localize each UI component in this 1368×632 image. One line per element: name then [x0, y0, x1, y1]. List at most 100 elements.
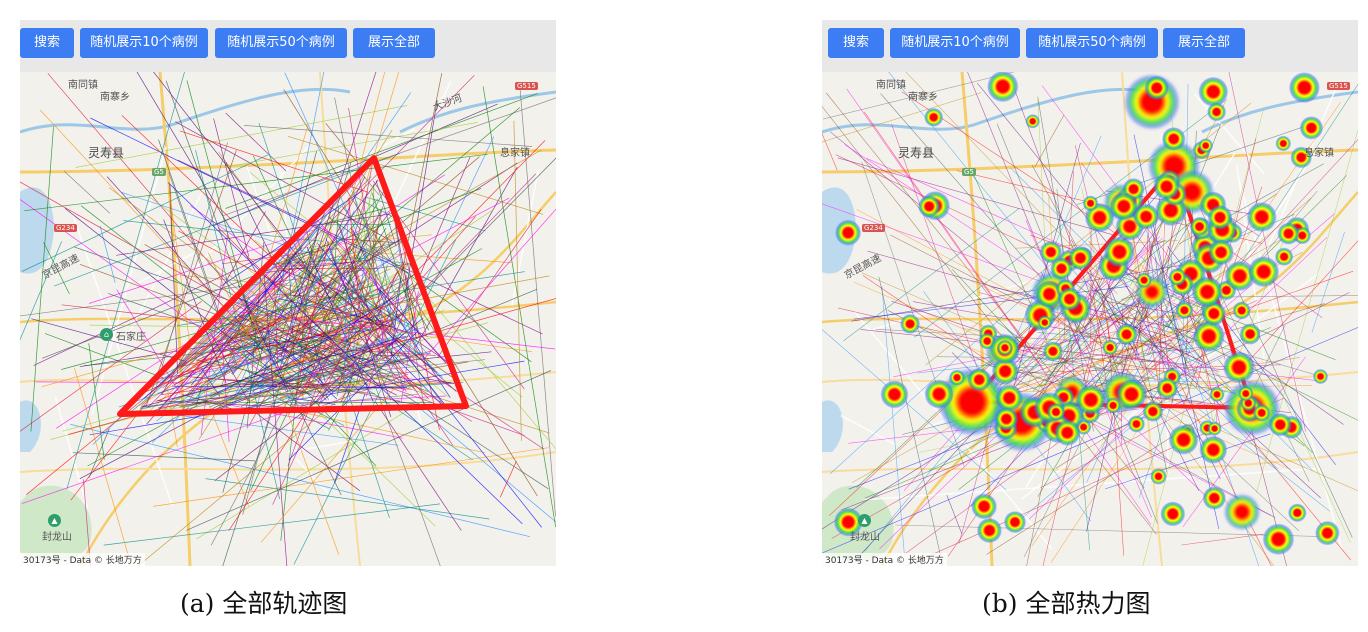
- trajectory-line: [321, 373, 409, 407]
- heat-blob: [994, 407, 1019, 431]
- trajectory-line: [273, 272, 279, 368]
- heat-blob: [1262, 523, 1295, 556]
- heat-blob: [1315, 520, 1340, 546]
- trajectory-line: [201, 386, 249, 507]
- trajectory-line: [334, 97, 361, 225]
- trajectory-line: [290, 328, 353, 344]
- heat-blob: [1043, 341, 1063, 362]
- trajectory-line: [257, 381, 345, 426]
- trajectory-line: [1172, 148, 1353, 538]
- trajectory-line: [103, 503, 441, 546]
- heat-blob: [1275, 135, 1292, 152]
- trajectory-line: [362, 215, 394, 328]
- trajectory-line: [519, 89, 556, 517]
- heat-blob: [1232, 301, 1251, 320]
- trajectory-line: [1011, 81, 1121, 377]
- heat-blob: [1299, 116, 1324, 140]
- trajectory-line: [150, 411, 399, 446]
- show-all-button[interactable]: 展示全部: [353, 28, 435, 58]
- trajectory-line: [209, 303, 422, 408]
- heat-blob: [1274, 247, 1294, 266]
- trajectory-line: [89, 324, 291, 329]
- trajectory-line: [1137, 298, 1272, 566]
- trajectory-line: [168, 190, 193, 363]
- trajectory-line: [895, 524, 1318, 537]
- heat-blob: [1168, 424, 1199, 455]
- trajectory-line: [878, 276, 944, 566]
- heat-blob: [1068, 245, 1093, 271]
- heat-blob: [1268, 413, 1292, 437]
- toolbar: 搜索 随机展示10个病例 随机展示50个病例 展示全部: [822, 20, 1358, 72]
- heat-blob: [1191, 276, 1223, 308]
- trajectory-line: [890, 234, 1103, 345]
- trajectory-line: [185, 386, 486, 454]
- trajectory-line: [280, 285, 383, 389]
- trajectory-line: [499, 461, 517, 498]
- show-all-button[interactable]: 展示全部: [1163, 28, 1245, 58]
- trajectory-line: [339, 308, 429, 400]
- trajectory-line: [513, 120, 522, 441]
- heat-blob: [996, 339, 1013, 356]
- heat-blob: [1175, 301, 1194, 320]
- trajectory-line: [1105, 433, 1271, 490]
- trajectory-line: [334, 205, 340, 266]
- trajectory-line: [186, 370, 552, 531]
- trajectory-line: [225, 93, 538, 209]
- trajectory-line: [394, 221, 417, 339]
- heat-blob: [1116, 378, 1147, 410]
- trajectory-line: [482, 86, 556, 528]
- heat-blob: [1109, 192, 1138, 221]
- heat-blob: [1199, 435, 1228, 464]
- highway: [822, 148, 1358, 174]
- heat-blob: [1136, 272, 1152, 288]
- trajectory-line: [249, 318, 429, 392]
- heat-blob: [1246, 201, 1277, 233]
- heat-blob: [833, 507, 863, 537]
- trajectory-line: [340, 271, 398, 403]
- map-label-fenglong: 封龙山: [42, 532, 72, 543]
- random-10-button[interactable]: 随机展示10个病例: [890, 28, 1020, 58]
- trajectory-map[interactable]: 南同镇 南寨乡 灵寿县 京昆高速 石家庄 封龙山 大沙河 息家镇 ⌂ ▲ G5 …: [20, 72, 556, 566]
- trajectory-line: [387, 308, 429, 355]
- map-label-lingshou: 灵寿县: [898, 146, 935, 160]
- heat-blob: [835, 219, 862, 246]
- trajectory-line: [381, 329, 384, 341]
- trajectory-line: [222, 150, 318, 493]
- trajectory-line: [822, 105, 1157, 535]
- highway: [78, 191, 556, 566]
- trajectory-line: [1181, 533, 1264, 546]
- trajectory-line: [1158, 345, 1220, 373]
- random-50-button[interactable]: 随机展示50个病例: [215, 28, 347, 58]
- random-50-button[interactable]: 随机展示50个病例: [1026, 28, 1158, 58]
- trajectory-line: [151, 342, 255, 443]
- trajectory-line: [250, 291, 353, 368]
- trajectory-line: [390, 262, 407, 288]
- trajectory-line: [228, 260, 406, 531]
- trajectory-line: [198, 129, 393, 440]
- trajectory-line: [368, 199, 377, 378]
- random-10-button[interactable]: 随机展示10个病例: [80, 28, 208, 58]
- heat-blob: [1192, 320, 1225, 353]
- trajectory-line: [145, 150, 237, 407]
- trajectory-line: [61, 304, 369, 341]
- heat-blob: [1209, 387, 1225, 402]
- heat-blob: [1050, 257, 1073, 280]
- heat-blob: [949, 369, 965, 386]
- heat-map[interactable]: 南同镇 南寨乡 灵寿县 京昆高速 封龙山 息家镇 ▲ G5 G234 G515 …: [822, 72, 1358, 566]
- trajectory-line: [274, 339, 334, 393]
- trajectory-line: [88, 428, 110, 479]
- trajectory-line: [346, 246, 367, 407]
- trajectory-line: [348, 149, 542, 260]
- trajectory-line: [891, 124, 987, 395]
- city-poi-icon: ⌂: [100, 328, 113, 341]
- trajectory-line: [33, 238, 301, 366]
- trajectory-line: [159, 236, 305, 416]
- heat-blob: [1054, 419, 1081, 446]
- trajectory-line: [179, 130, 369, 193]
- search-button[interactable]: 搜索: [20, 28, 74, 58]
- trajectory-line: [251, 288, 538, 407]
- trajectory-line: [64, 208, 293, 388]
- trajectory-line: [404, 265, 413, 337]
- trajectory-line: [139, 357, 412, 410]
- search-button[interactable]: 搜索: [828, 28, 884, 58]
